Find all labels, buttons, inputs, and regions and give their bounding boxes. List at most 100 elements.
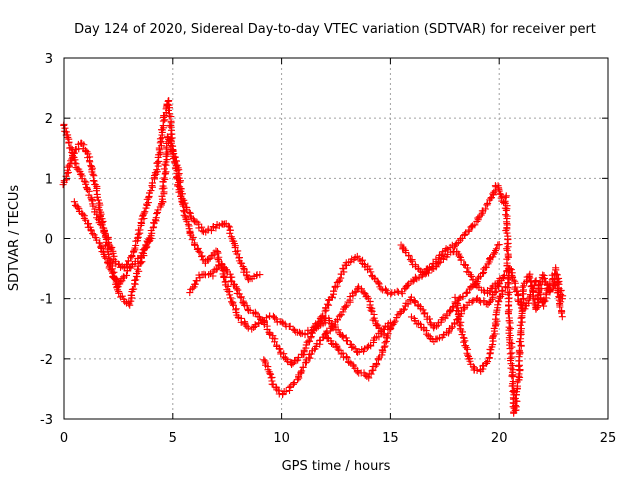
data-point [367,268,375,276]
data-point [89,202,97,210]
data-point [189,284,197,292]
data-point [99,217,107,225]
y-tick-label: -3 [40,413,53,428]
data-point [383,334,391,342]
data-point [285,383,293,391]
data-point [241,321,249,329]
data-point [70,149,78,157]
data-point [114,286,122,294]
data-point [89,230,97,238]
data-point [220,273,228,281]
data-point [87,194,95,202]
data-point [384,330,392,338]
data-point [88,164,96,172]
data-point [215,261,223,269]
data-point [237,318,245,326]
data-point [515,370,523,378]
data-point [339,333,347,341]
data-point [464,264,472,272]
data-point [525,299,533,307]
data-point [486,254,494,262]
data-point [495,241,503,249]
data-point [479,270,487,278]
data-point [306,354,314,362]
data-point [138,212,146,220]
data-point [391,317,399,325]
data-point [455,295,463,303]
data-point [459,293,467,301]
data-point [473,366,481,374]
data-point [80,141,88,149]
data-point [380,343,388,351]
data-point [526,274,534,282]
data-point [275,387,283,395]
data-point [437,252,445,260]
data-point [374,355,382,363]
data-point [226,291,234,299]
data-point [82,216,90,224]
series-sat-g [321,241,503,382]
series-sat-h [397,182,508,278]
y-tick-label: 2 [45,112,53,127]
data-point [474,214,482,222]
data-point [153,210,161,218]
data-point [482,359,490,367]
data-point [132,237,140,245]
data-point [321,319,329,327]
data-point [233,285,241,293]
data-point [309,323,317,331]
data-point [482,263,490,271]
data-point [115,289,123,297]
data-point [512,287,520,295]
data-point [400,305,408,313]
data-point [201,259,209,267]
data-point [204,225,212,233]
data-point [244,324,252,332]
data-point [305,337,313,345]
data-point [483,201,491,209]
data-point [286,322,294,330]
data-point [301,359,309,367]
data-point [328,340,336,348]
data-point [153,159,161,167]
data-point [194,244,202,252]
series-sat-a [60,97,264,284]
data-point [508,353,516,361]
x-tick-label: 5 [169,431,177,446]
data-point [502,211,510,219]
data-point [426,315,434,323]
data-point [521,305,529,313]
data-point [133,265,141,273]
data-point [112,275,120,283]
data-point [226,229,234,237]
data-point [179,207,187,215]
data-point [70,198,78,206]
data-point [323,300,331,308]
data-point [421,309,429,317]
data-point [191,241,199,249]
data-point [198,252,206,260]
data-point [319,312,327,320]
data-point [511,402,519,410]
data-point [136,226,144,234]
data-point [198,227,206,235]
data-point [90,177,98,185]
data-point [461,231,469,239]
chart-title: Day 124 of 2020, Sidereal Day-to-day VTE… [74,22,596,37]
series-sat-b [59,133,329,339]
data-point [409,277,417,285]
data-point [298,367,306,375]
data-point [558,295,566,303]
data-point [554,279,562,287]
data-point [294,353,302,361]
data-point [98,221,106,229]
data-point [335,346,343,354]
data-point [64,133,72,141]
data-point [108,243,116,251]
series-sat-e [260,283,388,399]
x-axis-label: GPS time / hours [282,459,391,474]
data-point [131,276,139,284]
data-point [86,158,94,166]
data-point [255,320,263,328]
